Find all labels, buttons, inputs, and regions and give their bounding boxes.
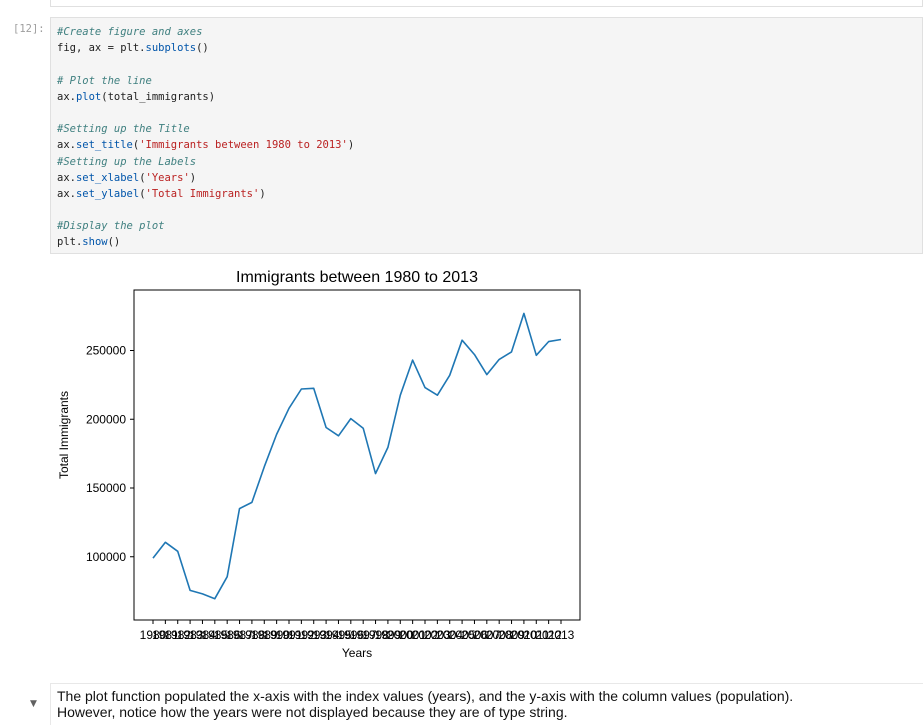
x-tick-label: 2000 <box>387 628 414 642</box>
x-tick-label: 1981 <box>152 628 179 642</box>
x-tick-label: 1982 <box>164 628 191 642</box>
markdown-line: However, notice how the years were not d… <box>57 704 568 720</box>
x-tick-label: 1986 <box>214 628 241 642</box>
x-tick-label: 1992 <box>288 628 315 642</box>
collapse-arrow-icon[interactable]: ▼ <box>30 699 37 709</box>
series-line <box>152 312 562 600</box>
code-function: set_ylabel <box>75 187 140 200</box>
previous-cell[interactable] <box>50 0 923 7</box>
code-text: ax. <box>57 187 76 200</box>
code-function: subplots <box>145 42 197 55</box>
x-tick-label: 2005 <box>449 628 476 642</box>
x-tick-label: 2012 <box>535 628 562 642</box>
code-function: set_xlabel <box>75 171 140 184</box>
x-tick-label: 2008 <box>486 628 513 642</box>
code-text: fig, ax = plt. <box>57 42 146 55</box>
x-tick-label: 2004 <box>436 628 463 642</box>
y-axis-label: Total Immigrants <box>57 391 71 479</box>
code-string: 'Immigrants between 1980 to 2013' <box>139 139 348 152</box>
code-text: ) <box>259 187 266 200</box>
code-function: set_title <box>75 139 133 152</box>
y-tick-label: 250000 <box>86 344 126 358</box>
x-tick-label: 1995 <box>325 628 352 642</box>
x-axis-label: Years <box>342 646 372 660</box>
x-tick-label: 2006 <box>461 628 488 642</box>
code-function: show <box>82 236 108 249</box>
code-text: ax. <box>57 171 76 184</box>
x-tick-label: 1988 <box>239 628 266 642</box>
x-tick-label: 2002 <box>412 628 439 642</box>
x-tick-label: 2011 <box>523 628 549 642</box>
x-tick-label: 1991 <box>276 628 303 642</box>
plot-frame <box>133 289 581 621</box>
cell-prompt: [12]: <box>13 23 45 35</box>
x-tick-label: 1996 <box>337 628 364 642</box>
y-tick-label: 200000 <box>86 412 126 426</box>
x-tick-label: 1983 <box>177 628 204 642</box>
code-text: ax. <box>57 139 76 152</box>
code-string: 'Years' <box>145 171 190 184</box>
y-tick-label: 150000 <box>86 481 126 495</box>
code-text: () <box>107 236 121 249</box>
x-tick-label: 1993 <box>300 628 327 642</box>
code-text: plt. <box>57 236 83 249</box>
line-chart: Immigrants between 1980 to 2013 100000 15… <box>57 269 581 660</box>
code-comment: # Plot the line <box>57 74 152 87</box>
code-text: ) <box>189 171 197 184</box>
code-text: ) <box>347 139 355 152</box>
x-tick-label: 2001 <box>399 628 426 642</box>
markdown-cell[interactable]: The plot function populated the x-axis w… <box>50 683 923 725</box>
x-tick-label: 1989 <box>251 628 278 642</box>
code-function: plot <box>75 90 102 103</box>
x-tick-label: 2010 <box>511 628 538 642</box>
x-tick-label: 1985 <box>201 628 228 642</box>
x-tick-label: 2003 <box>424 628 451 642</box>
x-tick-label: 1998 <box>362 628 389 642</box>
code-text: ( <box>139 187 146 200</box>
x-tick-label: 1984 <box>189 628 216 642</box>
x-tick-label: 1994 <box>313 628 340 642</box>
x-tick-label: 1997 <box>350 628 377 642</box>
y-tick-label: 100000 <box>86 550 126 564</box>
code-comment: #Setting up the Title <box>57 123 190 136</box>
x-tick-label: 1999 <box>375 628 402 642</box>
x-tick-label: 2007 <box>473 628 500 642</box>
code-comment: #Create figure and axes <box>57 26 203 38</box>
x-tick-label: 2013 <box>548 628 575 642</box>
code-text: ( <box>132 139 140 152</box>
markdown-line: The plot function populated the x-axis w… <box>57 688 794 704</box>
x-tick-label: 1987 <box>226 628 253 642</box>
code-text: ax. <box>57 90 76 103</box>
x-tick-label: 1980 <box>140 628 167 642</box>
code-comment: #Setting up the Labels <box>57 155 197 168</box>
code-comment: #Display the plot <box>57 220 165 233</box>
x-tick-label: 1990 <box>263 628 290 642</box>
code-text: () <box>196 42 209 55</box>
code-text: ( <box>139 171 146 184</box>
code-editor[interactable]: #Create figure and axes fig, ax = plt.sub… <box>50 17 923 254</box>
chart-title: Immigrants between 1980 to 2013 <box>236 269 478 286</box>
x-tick-label: 2009 <box>498 628 525 642</box>
code-text: (total_immigrants) <box>101 90 216 103</box>
code-string: 'Total Immigrants' <box>145 187 260 200</box>
